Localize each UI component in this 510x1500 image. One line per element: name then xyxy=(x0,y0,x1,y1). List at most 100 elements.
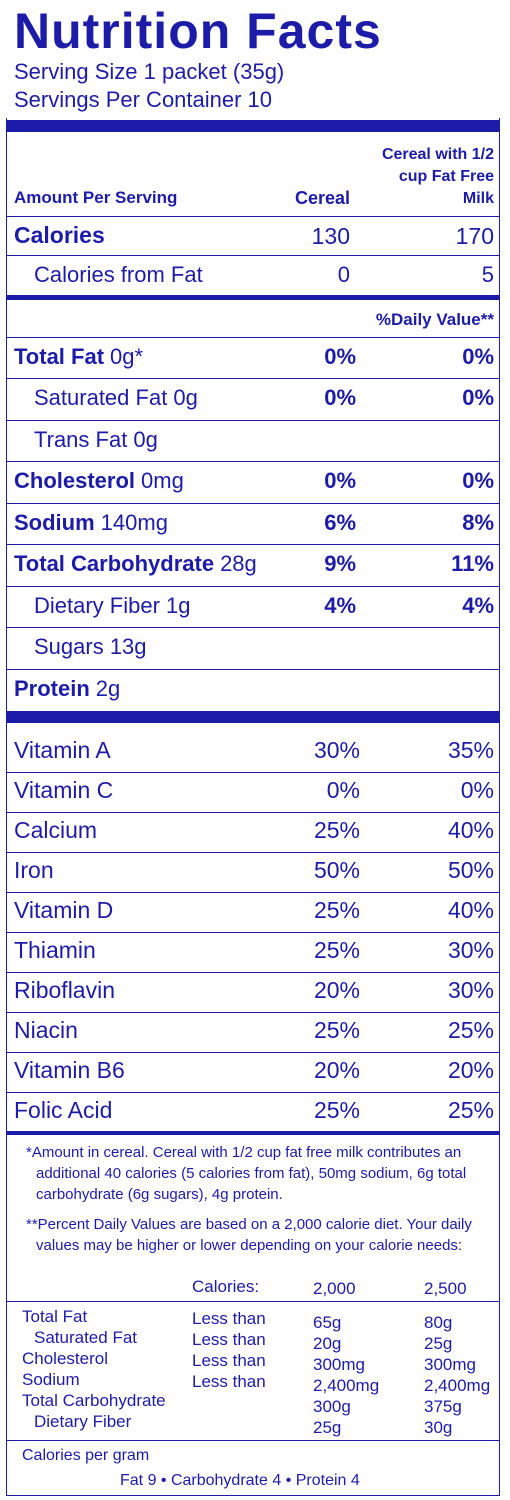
rule xyxy=(6,1012,500,1013)
nutrient-amount: 140mg xyxy=(100,509,168,535)
rule xyxy=(6,932,500,933)
nutrient-dv-cereal: 0% xyxy=(324,343,356,369)
table-value: 2,400mg xyxy=(313,1375,380,1395)
table-header: 2,500 xyxy=(424,1278,467,1298)
nutrient-dv-with-milk: 8% xyxy=(462,509,494,535)
vitamin-cereal: 0% xyxy=(326,777,360,804)
calories-per-gram: Calories per gram xyxy=(22,1447,150,1465)
vitamin-with-milk: 40% xyxy=(447,897,494,924)
vitamin-name: Vitamin B6 xyxy=(14,1057,125,1084)
vitamin-with-milk: 0% xyxy=(460,777,494,804)
title: Nutrition Facts xyxy=(14,3,382,59)
nutrient-name: Cholesterol xyxy=(14,468,136,494)
label-border xyxy=(6,118,500,1496)
nutrient-name: Sodium xyxy=(14,509,95,535)
thick-rule xyxy=(6,120,500,132)
table-nutrient: Cholesterol xyxy=(22,1348,108,1368)
rule xyxy=(6,852,500,853)
rule xyxy=(6,419,500,421)
amount-per-serving: Amount Per Serving xyxy=(14,188,178,207)
rule xyxy=(6,668,500,670)
nutrient-sub: Trans Fat 0g xyxy=(34,426,158,452)
footnote: *Amount in cereal. Cereal with 1/2 cup f… xyxy=(26,1144,467,1203)
vitamin-name: Vitamin C xyxy=(14,777,114,804)
vitamin-name: Iron xyxy=(14,857,54,884)
nutrient-dv-with-milk: 0% xyxy=(462,468,494,494)
rule xyxy=(6,1092,500,1093)
table-value: 20g xyxy=(313,1333,342,1353)
vitamin-cereal: 25% xyxy=(313,817,360,844)
table-value: 80g xyxy=(424,1312,453,1332)
nutrient-name: Protein xyxy=(14,675,90,701)
rule xyxy=(6,585,500,587)
thick-rule xyxy=(6,711,500,723)
vitamin-name: Thiamin xyxy=(14,937,96,964)
nutrient-dv-with-milk: 11% xyxy=(451,551,494,577)
calories-label: Calories xyxy=(14,222,105,249)
vitamin-with-milk: 25% xyxy=(447,1017,494,1044)
rule xyxy=(6,216,500,217)
rule xyxy=(6,1301,500,1302)
vitamin-with-milk: 20% xyxy=(447,1057,494,1084)
column-header: Cereal with 1/2 cup Fat Free Milk xyxy=(381,146,494,207)
daily-value-header: %Daily Value** xyxy=(375,309,494,329)
medium-rule xyxy=(6,1131,500,1135)
vitamin-with-milk: 25% xyxy=(447,1097,494,1124)
vitamin-cereal: 25% xyxy=(313,937,360,964)
table-nutrient-sub: Saturated Fat xyxy=(34,1327,138,1347)
table-value: 2,400mg xyxy=(424,1375,491,1395)
rule xyxy=(6,255,500,256)
table-value: 65g xyxy=(313,1312,342,1332)
serving-size: Serving Size 1 packet (35g) xyxy=(14,59,285,84)
nutrient-amount: 2g xyxy=(95,675,121,701)
nutrient-name: Total Carbohydrate xyxy=(14,551,215,577)
rule xyxy=(6,627,500,628)
vitamin-cereal: 30% xyxy=(313,737,360,764)
table-value: 25g xyxy=(313,1417,342,1437)
vitamin-name: Riboflavin xyxy=(14,977,115,1004)
rule xyxy=(6,972,500,973)
table-qualifier: Less than xyxy=(192,1308,266,1328)
vitamin-name: Vitamin A xyxy=(14,737,111,764)
nutrient-dv-cereal: 0% xyxy=(324,385,356,411)
table-value: 300g xyxy=(313,1396,351,1416)
rule xyxy=(6,772,500,773)
vitamin-cereal: 20% xyxy=(313,1057,360,1084)
vitamin-cereal: 50% xyxy=(313,857,360,884)
vitamin-with-milk: 30% xyxy=(447,937,494,964)
table-value: 300mg xyxy=(313,1354,365,1374)
calories-from-fat-label: Calories from Fat xyxy=(34,261,203,287)
table-value: 25g xyxy=(424,1333,453,1353)
table-nutrient: Total Carbohydrate xyxy=(22,1390,166,1410)
nutrient-dv-cereal: 6% xyxy=(324,509,356,535)
table-qualifier: Less than xyxy=(192,1329,266,1349)
calories-with-milk: 170 xyxy=(455,223,494,250)
rule xyxy=(6,378,500,379)
nutrient-dv-with-milk: 4% xyxy=(462,592,494,618)
rule xyxy=(6,544,500,545)
table-qualifier: Less than xyxy=(192,1371,266,1391)
vitamin-name: Calcium xyxy=(14,817,98,844)
nutrient-sub: Sugars 13g xyxy=(34,634,147,660)
vitamin-with-milk: 40% xyxy=(447,817,494,844)
rule xyxy=(6,502,500,504)
vitamin-name: Folic Acid xyxy=(14,1097,113,1124)
calories-from-fat-with-milk: 5 xyxy=(481,261,494,287)
table-nutrient: Total Fat xyxy=(22,1306,88,1326)
table-header: Calories: xyxy=(192,1276,260,1296)
rule xyxy=(6,892,500,893)
vitamin-with-milk: 35% xyxy=(447,737,494,764)
vitamin-cereal: 25% xyxy=(313,897,360,924)
table-nutrient-sub: Dietary Fiber xyxy=(34,1411,132,1431)
nutrient-dv-with-milk: 0% xyxy=(462,343,494,369)
nutrient-dv-cereal: 4% xyxy=(324,592,356,618)
nutrient-amount: 28g xyxy=(220,551,257,577)
vitamin-cereal: 25% xyxy=(313,1097,360,1124)
table-qualifier: Less than xyxy=(192,1350,266,1370)
nutrient-sub: Dietary Fiber 1g xyxy=(34,592,191,618)
nutrient-sub: Saturated Fat 0g xyxy=(34,385,198,411)
table-value: 375g xyxy=(424,1396,462,1416)
nutrient-amount: 0mg xyxy=(141,468,184,494)
servings-per-container: Servings Per Container 10 xyxy=(14,87,273,112)
